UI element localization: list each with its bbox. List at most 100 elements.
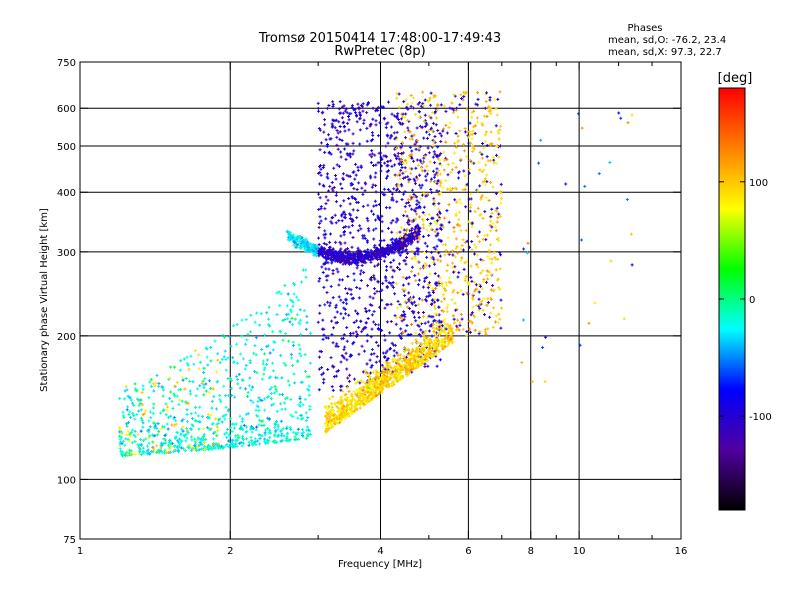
scatter-point [394, 157, 398, 161]
scatter-point [326, 198, 330, 202]
scatter-point [425, 315, 429, 319]
scatter-point [296, 298, 300, 302]
scatter-point [174, 449, 178, 452]
scatter-point [438, 172, 442, 176]
scatter-point [415, 237, 419, 241]
scatter-point [410, 167, 414, 171]
scatter-point [242, 438, 246, 442]
scatter-point [452, 320, 456, 324]
scatter-point [477, 308, 481, 312]
scatter-point [361, 109, 365, 113]
scatter-point [385, 155, 389, 159]
scatter-point [355, 319, 359, 323]
scatter-point [331, 364, 335, 368]
scatter-point [364, 385, 368, 389]
scatter-point [564, 182, 568, 186]
scatter-point [413, 354, 417, 358]
scatter-point [418, 297, 422, 301]
scatter-point [175, 431, 179, 435]
scatter-point [339, 242, 343, 246]
scatter-point [418, 215, 422, 219]
scatter-point [383, 378, 387, 382]
scatter-point [483, 183, 487, 187]
scatter-point [389, 377, 393, 381]
scatter-point [382, 193, 386, 197]
scatter-point [358, 112, 362, 116]
scatter-point [226, 394, 230, 398]
scatter-point [399, 152, 403, 156]
scatter-point [362, 121, 366, 125]
scatter-point [352, 253, 356, 257]
scatter-point [449, 334, 453, 338]
scatter-point [334, 305, 338, 309]
scatter-point [325, 290, 329, 294]
scatter-point [184, 439, 188, 443]
scatter-point [140, 403, 144, 407]
scatter-point [364, 261, 368, 265]
scatter-point [496, 216, 500, 220]
scatter-point [371, 228, 375, 232]
scatter-point [231, 438, 235, 442]
scatter-point [430, 334, 434, 338]
scatter-point [496, 278, 500, 282]
scatter-point [433, 306, 437, 310]
scatter-point [436, 103, 440, 107]
scatter-point [391, 370, 395, 374]
scatter-point [125, 424, 129, 428]
scatter-point [228, 417, 232, 421]
scatter-point [139, 429, 143, 433]
scatter-point [408, 154, 412, 158]
scatter-point [482, 279, 486, 283]
scatter-point [408, 194, 412, 198]
scatter-point [402, 349, 406, 353]
scatter-point [304, 250, 308, 254]
scatter-point [368, 358, 372, 362]
scatter-point [478, 306, 482, 310]
scatter-point [236, 377, 240, 381]
scatter-point [400, 238, 404, 242]
scatter-point [426, 320, 430, 324]
scatter-point [460, 97, 464, 101]
scatter-point [497, 312, 501, 316]
scatter-point [168, 396, 172, 400]
scatter-point [429, 302, 433, 306]
scatter-point [407, 275, 411, 279]
scatter-point [456, 318, 460, 322]
scatter-point [526, 241, 530, 245]
scatter-point [426, 136, 430, 140]
scatter-point [476, 234, 480, 238]
scatter-point [629, 232, 633, 236]
scatter-point [281, 338, 285, 342]
scatter-point [417, 247, 421, 251]
scatter-point [370, 152, 374, 156]
scatter-point [411, 234, 415, 238]
scatter-point [246, 394, 250, 398]
scatter-point [424, 249, 428, 253]
scatter-point [410, 368, 414, 372]
scatter-point [329, 284, 333, 288]
scatter-point [323, 261, 327, 265]
scatter-point [426, 192, 430, 196]
scatter-point [246, 390, 250, 394]
scatter-point [345, 367, 349, 371]
scatter-point [463, 130, 467, 134]
scatter-point [374, 218, 378, 222]
scatter-point [407, 218, 411, 222]
scatter-point [234, 375, 238, 379]
scatter-point [383, 247, 387, 251]
scatter-point [408, 177, 412, 181]
scatter-point [137, 445, 141, 449]
scatter-point [489, 229, 493, 233]
x-tick-label: 4 [377, 546, 383, 557]
scatter-point [488, 223, 492, 227]
scatter-point [403, 230, 407, 234]
scatter-point [218, 398, 222, 402]
scatter-point [351, 260, 355, 264]
scatter-point [344, 397, 348, 401]
scatter-point [340, 116, 344, 120]
scatter-point [253, 437, 257, 441]
scatter-point [271, 348, 275, 352]
scatter-point [385, 133, 389, 137]
scatter-point [450, 327, 454, 331]
